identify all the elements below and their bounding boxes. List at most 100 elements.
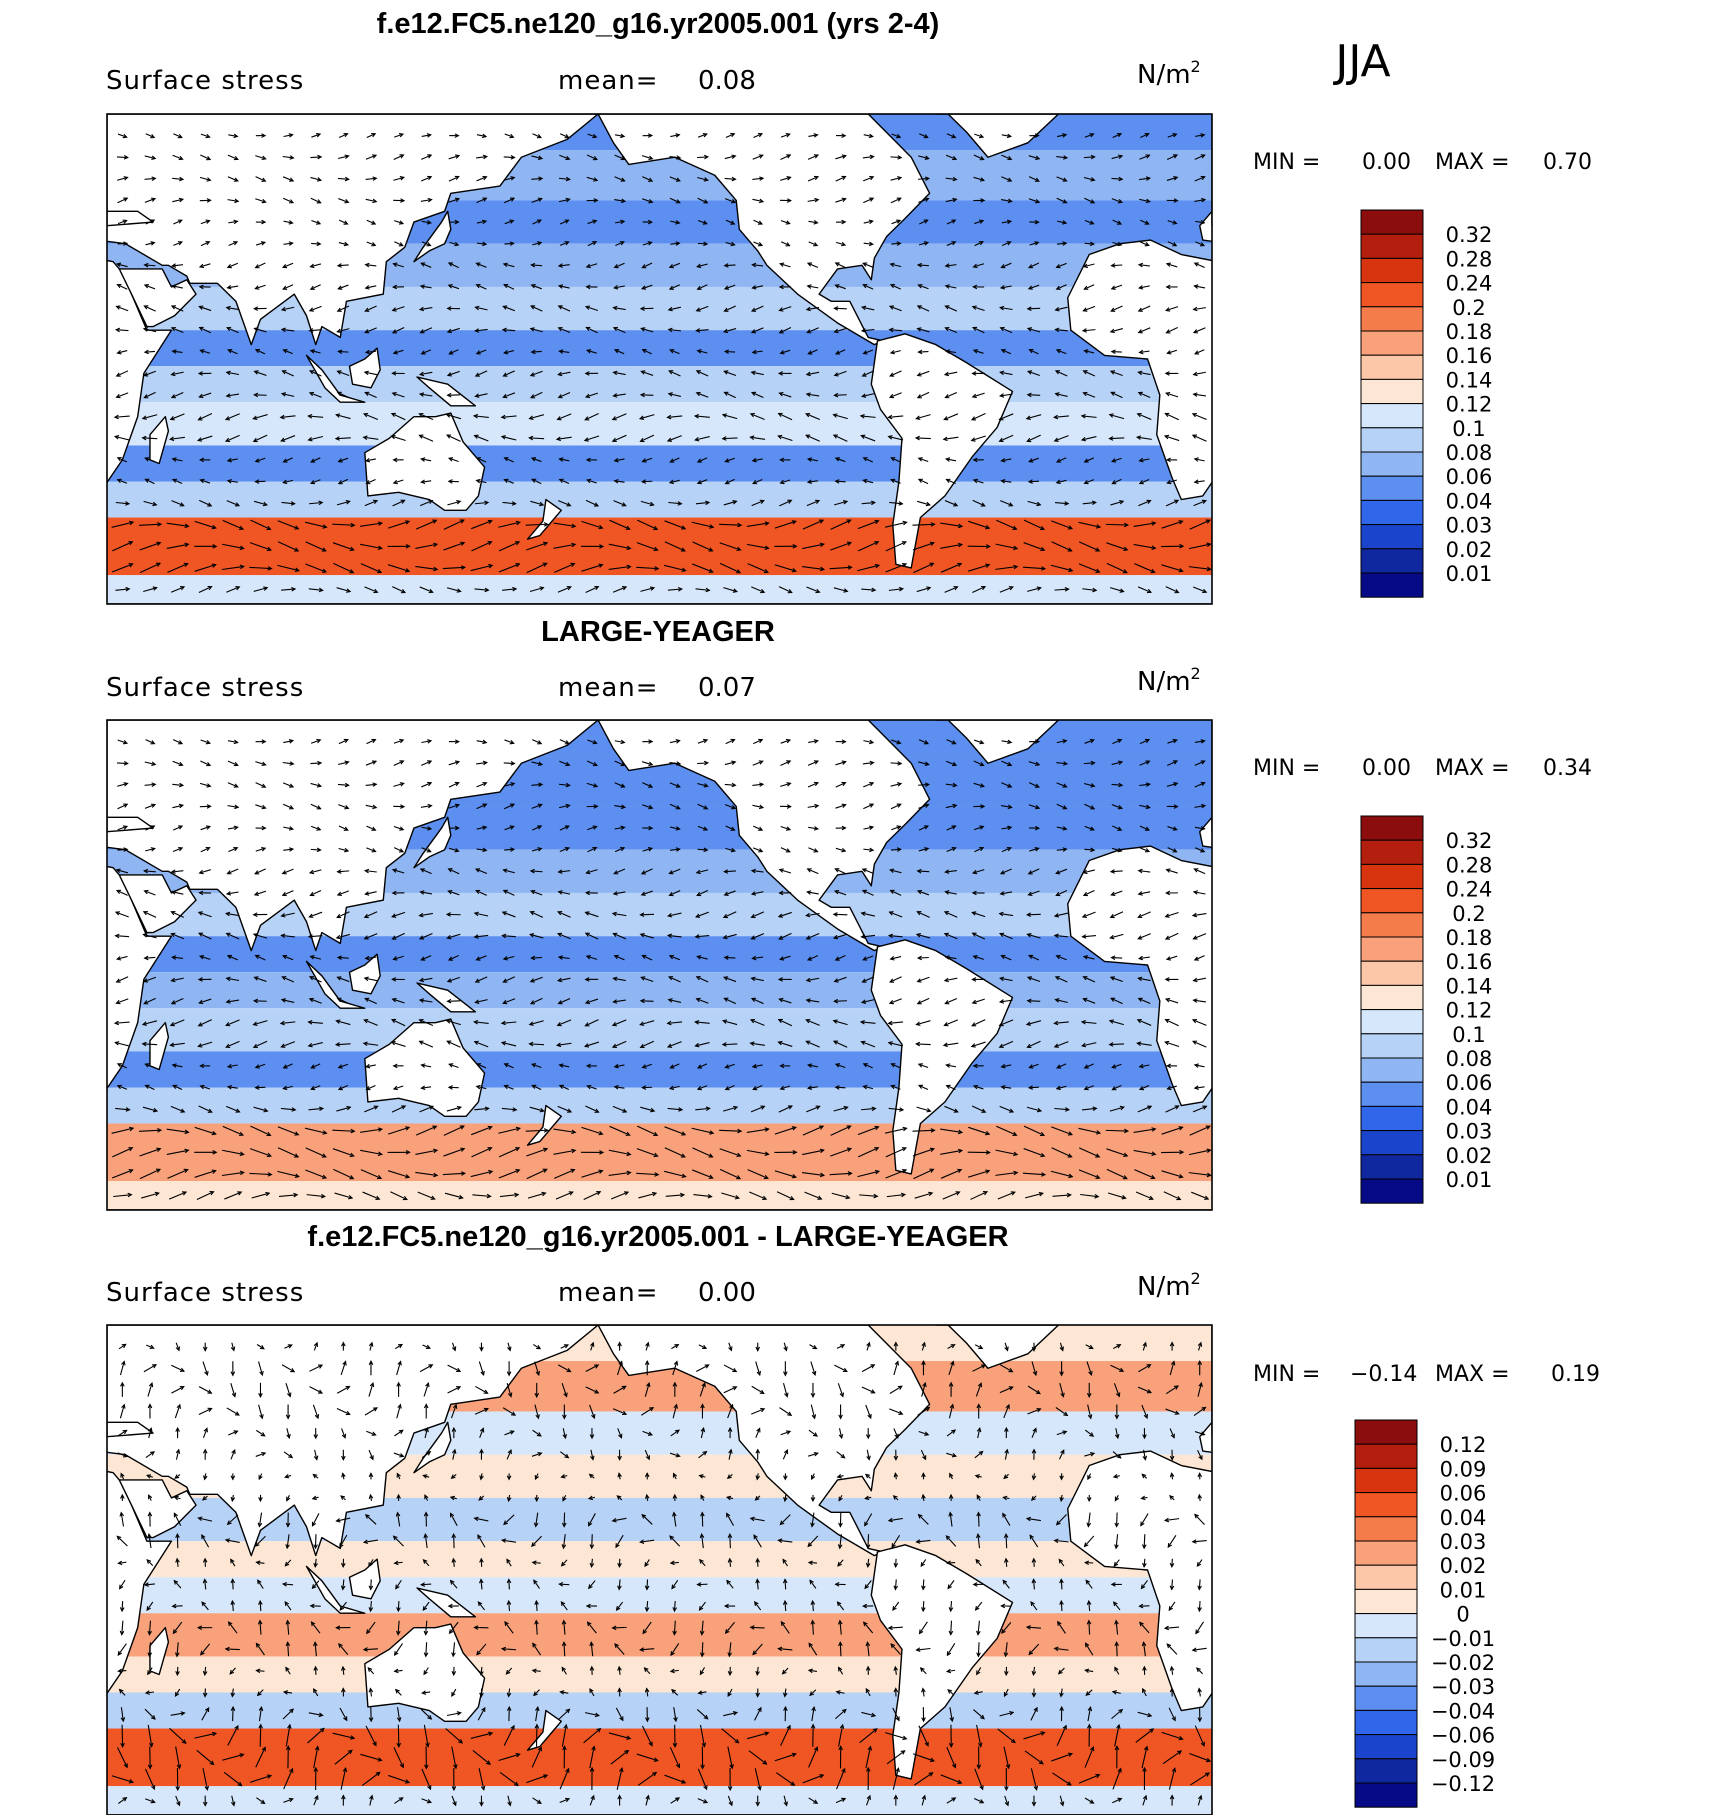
stress-vector (614, 804, 627, 810)
stress-vector (807, 349, 818, 355)
stress-vector (531, 155, 544, 160)
stress-vector (143, 1582, 156, 1587)
stress-vector (699, 1724, 707, 1748)
stress-vector (727, 1688, 733, 1698)
stress-vector (143, 284, 156, 290)
stress-vector (642, 825, 654, 831)
stress-band (107, 445, 1212, 482)
stress-vector (836, 1344, 846, 1349)
stress-vector (360, 521, 384, 527)
stress-vector (1001, 782, 1013, 788)
colorbar-tick-label: −0.09 (1431, 1748, 1495, 1772)
stress-vector (145, 825, 156, 831)
stress-vector (418, 998, 433, 1003)
stress-vector (890, 155, 903, 160)
colorbar-swatch (1360, 1178, 1424, 1204)
stress-vector (1140, 132, 1150, 138)
stress-vector (1188, 542, 1212, 550)
stress-vector (695, 976, 709, 983)
stress-vector (421, 133, 432, 138)
stress-vector (835, 847, 847, 853)
stress-vector (748, 1750, 768, 1765)
stress-vector (171, 955, 183, 960)
stress-vector (644, 1687, 650, 1697)
stress-vector (944, 586, 959, 593)
stress-vector (999, 891, 1013, 896)
stress-vector (725, 132, 736, 139)
stress-vector (502, 889, 515, 896)
stress-vector (1002, 1579, 1010, 1589)
stress-vector (446, 434, 461, 442)
stress-vector (310, 1621, 321, 1634)
stress-vector (363, 1019, 378, 1026)
stress-vector (1004, 1767, 1009, 1792)
stress-vector (912, 1128, 936, 1133)
stress-vector (1189, 1125, 1211, 1136)
stress-vector (697, 738, 709, 744)
colorbar-swatch (1354, 1492, 1418, 1518)
stress-vector (917, 457, 929, 463)
stress-vector (396, 1493, 401, 1501)
landmass-africa (1067, 239, 1212, 501)
stress-vector (866, 1341, 871, 1351)
stress-vector (422, 1558, 430, 1567)
stress-vector (727, 1642, 732, 1658)
stress-vector (614, 782, 626, 788)
stress-vector (1164, 412, 1180, 421)
stress-vector (503, 761, 516, 766)
stress-vector (559, 154, 571, 161)
landmass-africa (107, 259, 173, 484)
stress-vector (1137, 1711, 1153, 1718)
panel-2-units-base: N/m (1137, 667, 1191, 697)
stress-vector (778, 327, 792, 334)
stress-vector (1084, 803, 1096, 810)
stress-vector (198, 305, 212, 312)
stress-vector (470, 563, 494, 572)
stress-vector (697, 197, 709, 204)
stress-vector (1059, 1361, 1064, 1377)
stress-vector (915, 1647, 931, 1652)
stress-vector (258, 1361, 264, 1377)
stress-vector (451, 1795, 457, 1807)
stress-vector (667, 586, 684, 592)
stress-vector (443, 1147, 466, 1157)
stress-vector (614, 154, 626, 161)
landmass-arabia (118, 1479, 197, 1539)
stress-vector (1030, 1706, 1038, 1721)
stress-vector (778, 306, 792, 312)
stress-vector (755, 1578, 760, 1590)
stress-vector (282, 155, 295, 160)
stress-vector (451, 1688, 457, 1698)
stress-vector (363, 976, 378, 982)
stress-vector (201, 1601, 209, 1611)
stress-vector (755, 1688, 761, 1698)
stress-vector (421, 220, 432, 225)
stress-vector (808, 1797, 819, 1804)
stress-vector (442, 565, 467, 570)
stress-vector (148, 1494, 153, 1501)
stress-vector (529, 933, 544, 939)
stress-vector (751, 1385, 765, 1395)
stress-vector (614, 219, 626, 225)
stress-vector (640, 586, 656, 592)
stress-vector (115, 392, 129, 399)
stress-vector (889, 1408, 904, 1415)
stress-vector (1110, 457, 1122, 463)
stress-vector (255, 1642, 265, 1656)
stress-vector (419, 1364, 434, 1373)
colorbar-tick-label: 0 (1456, 1603, 1469, 1627)
stress-vector (498, 541, 521, 552)
stress-vector (419, 499, 434, 507)
colorbar-tick-label: 0.18 (1446, 320, 1493, 344)
stress-vector (644, 1449, 651, 1461)
stress-vector (804, 1191, 823, 1200)
landmass-greenland (935, 114, 1060, 158)
stress-vector (863, 241, 874, 247)
colorbar-swatch (1360, 451, 1424, 477)
stress-vector (147, 1382, 154, 1397)
stress-vector (1082, 976, 1096, 983)
stress-vector (1109, 1105, 1125, 1112)
stress-vector (832, 912, 848, 917)
stress-vector (805, 912, 820, 918)
panel-1-map-frame (106, 113, 1213, 605)
